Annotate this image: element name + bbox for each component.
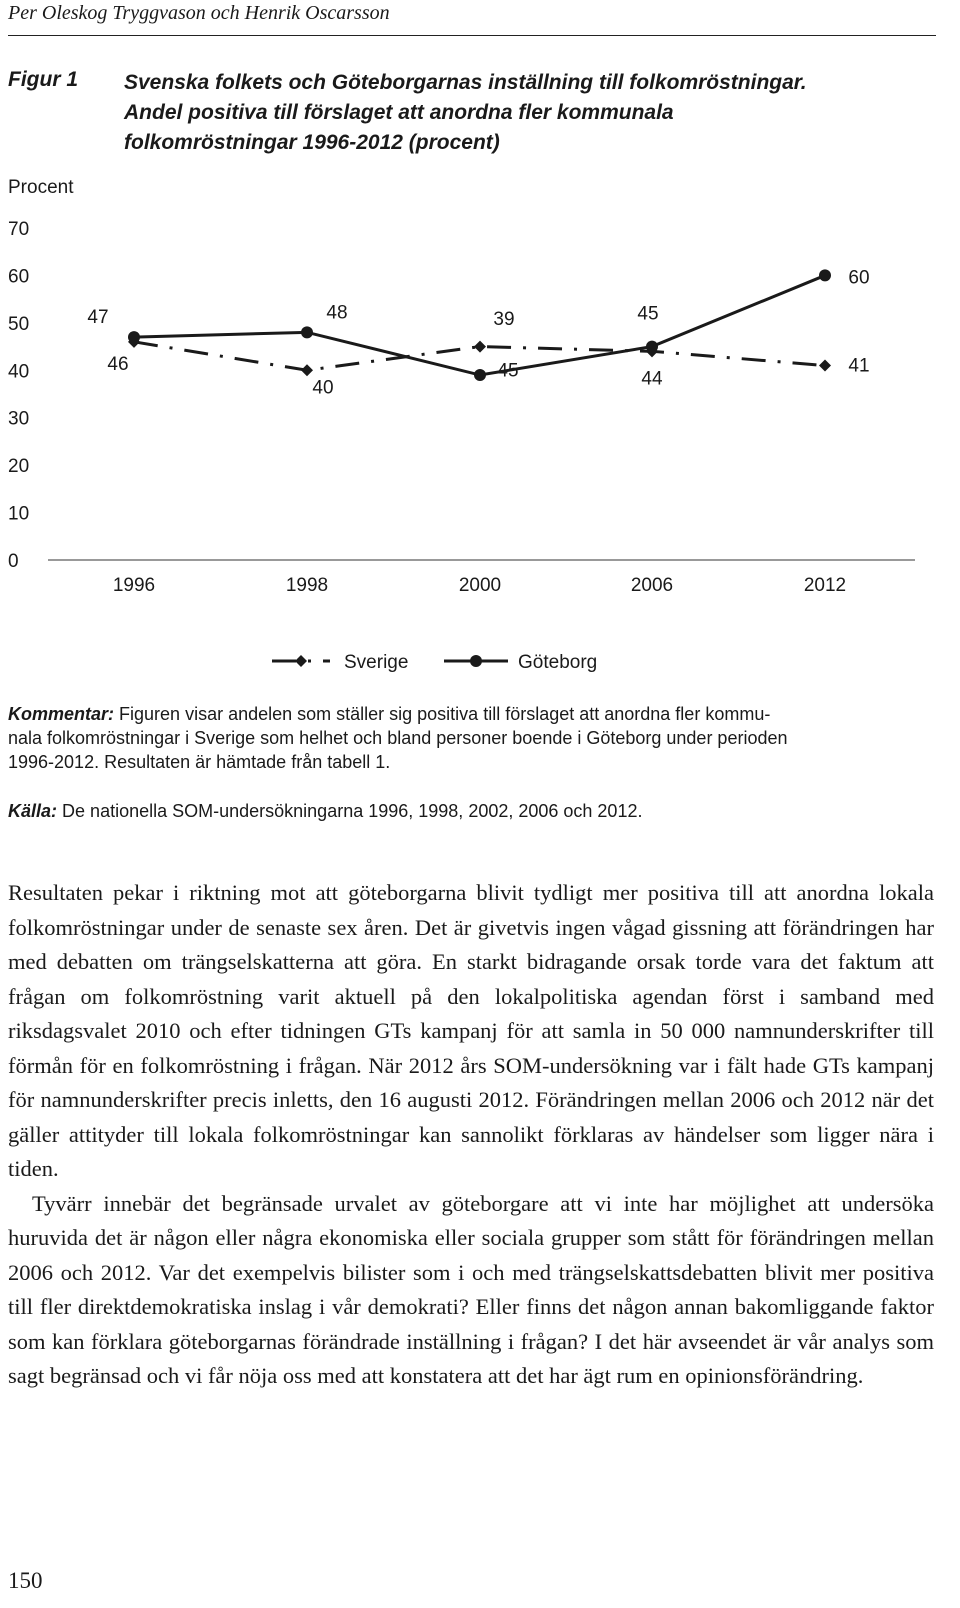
data-point-goteborg (474, 369, 486, 382)
comment-line: Figuren visar andelen som ställer sig po… (119, 704, 771, 724)
legend-label-goteborg: Göteborg (518, 652, 597, 673)
data-point-sverige (474, 340, 486, 353)
data-point-goteborg (301, 326, 313, 339)
x-tick-label: 2012 (804, 575, 846, 596)
data-label-sverige: 45 (497, 361, 518, 382)
source-text: De nationella SOM-undersökningarna 1996,… (62, 801, 643, 821)
line-chart: 0 10 20 30 40 50 60 70 1996 1998 2000 2006 2012 47 48 3… (8, 219, 915, 673)
data-point-sverige (301, 364, 313, 377)
running-head: Per Oleskog Tryggvason och Henrik Oscars… (8, 2, 390, 24)
data-label-goteborg: 45 (637, 304, 658, 325)
data-point-sverige (819, 359, 831, 372)
x-tick-label: 2000 (459, 575, 501, 596)
x-tick-label: 2006 (631, 575, 673, 596)
y-tick-label: 30 (8, 409, 29, 430)
figure-title-line: folkomröstningar 1996-2012 (procent) (124, 131, 500, 154)
figure-title: Svenska folkets och Göteborgarnas instäl… (124, 68, 824, 158)
data-point-goteborg (646, 340, 658, 353)
y-tick-label: 20 (8, 456, 29, 477)
x-tick-label: 1996 (113, 575, 155, 596)
y-tick-label: 0 (8, 551, 19, 572)
paragraph: Resultaten pekar i riktning mot att göte… (8, 880, 934, 1181)
comment-line: nala folkomröstningar i Sverige som helh… (8, 728, 788, 748)
data-label-sverige: 41 (848, 356, 869, 377)
x-tick-label: 1998 (286, 575, 328, 596)
page-header: Per Oleskog Tryggvason och Henrik Oscars… (8, 0, 936, 36)
data-label-sverige: 46 (107, 354, 128, 375)
legend-label-sverige: Sverige (344, 652, 408, 673)
body-text: Resultaten pekar i riktning mot att göte… (8, 876, 934, 1394)
data-label-sverige: 44 (641, 368, 663, 389)
data-label-goteborg: 39 (493, 309, 514, 330)
y-tick-label: 40 (8, 361, 29, 382)
data-label-goteborg: 60 (848, 267, 869, 288)
y-tick-label: 70 (8, 219, 29, 240)
legend-marker-goteborg (470, 655, 482, 667)
y-tick-label: 60 (8, 266, 29, 287)
y-tick-label: 10 (8, 504, 29, 525)
data-label-goteborg: 47 (87, 307, 108, 328)
figure-source: Källa: De nationella SOM-undersökningarn… (8, 799, 936, 823)
figure-comment: Kommentar: Figuren visar andelen som stä… (8, 702, 936, 774)
comment-label: Kommentar: (8, 704, 115, 724)
data-point-goteborg (819, 269, 831, 282)
series-line-sverige (133, 340, 826, 372)
y-axis-label: Procent (8, 177, 74, 198)
figure-title-line: Svenska folkets och Göteborgarnas instäl… (124, 71, 807, 94)
source-label: Källa: (8, 801, 58, 821)
y-tick-label: 50 (8, 314, 29, 335)
figure-title-line: Andel positiva till förslaget att anordn… (124, 101, 674, 124)
data-label-sverige: 40 (312, 377, 333, 398)
paragraph: Tyvärr innebär det begränsade urvalet av… (8, 1190, 934, 1389)
legend-marker-sverige (295, 655, 307, 667)
data-label-goteborg: 48 (326, 302, 347, 323)
page-number: 150 (8, 1568, 43, 1593)
data-point-goteborg (128, 331, 140, 344)
figure-label: Figur 1 (8, 68, 79, 91)
comment-line: 1996-2012. Resultaten är hämtade från ta… (8, 752, 391, 772)
